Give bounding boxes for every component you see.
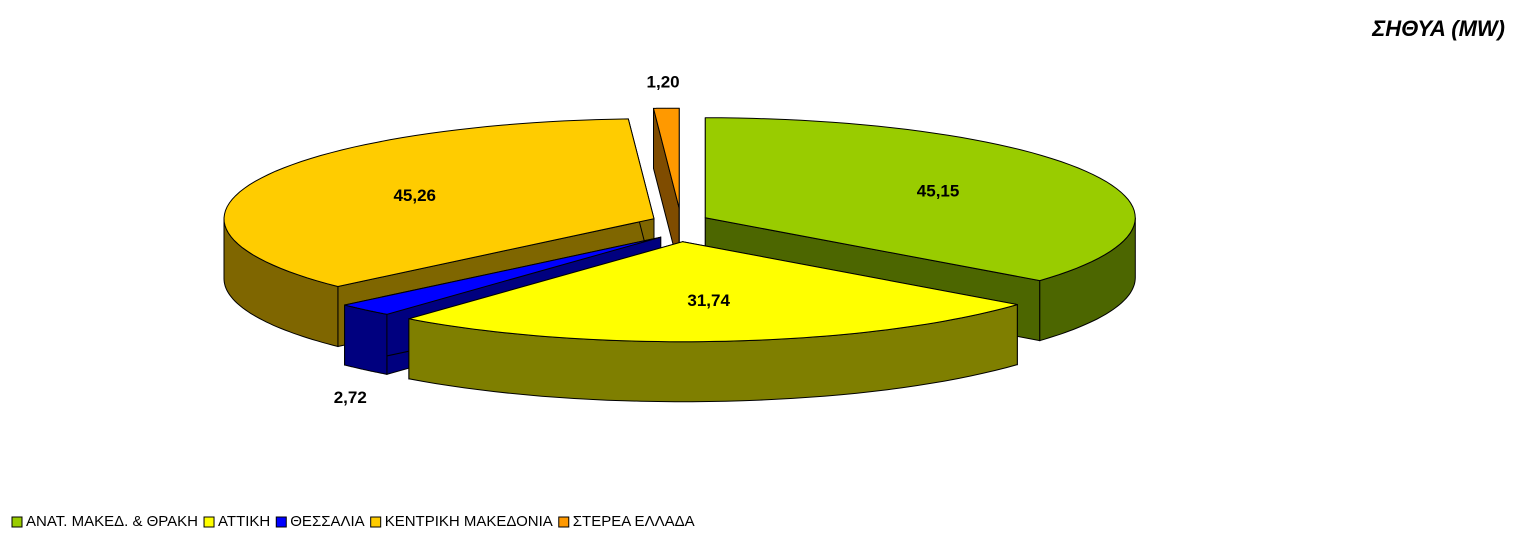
legend-label: ΣΤΕΡΕΑ ΕΛΛΑΔΑ — [573, 513, 695, 530]
data-label: 45,26 — [393, 186, 436, 205]
chart-title: ΣΗΘΥΑ (MW) — [1371, 16, 1505, 41]
slice-side — [344, 304, 388, 375]
legend-swatch — [275, 516, 287, 528]
data-label: 1,20 — [647, 73, 680, 92]
legend-swatch — [203, 516, 215, 528]
slice — [408, 241, 1018, 403]
legend-label: ΑΝΑΤ. ΜΑΚΕΔ. & ΘΡΑΚΗ — [26, 513, 198, 530]
slice — [652, 107, 680, 209]
slice — [408, 241, 1018, 343]
legend-swatch — [11, 516, 23, 528]
slice — [223, 118, 655, 288]
data-label: 45,15 — [917, 181, 960, 200]
legend-label: ΑΤΤΙΚΗ — [218, 513, 270, 530]
slice — [344, 236, 661, 315]
data-label: 2,72 — [334, 388, 367, 407]
slice — [704, 117, 1136, 282]
legend-swatch — [370, 516, 382, 528]
legend-label: ΘΕΣΣΑΛΙΑ — [290, 513, 364, 530]
slice — [652, 107, 680, 269]
legend-label: ΚΕΝΤΡΙΚΗ ΜΑΚΕΔΟΝΙΑ — [385, 513, 553, 530]
data-label: 31,74 — [687, 291, 730, 310]
legend-swatch — [558, 516, 570, 528]
